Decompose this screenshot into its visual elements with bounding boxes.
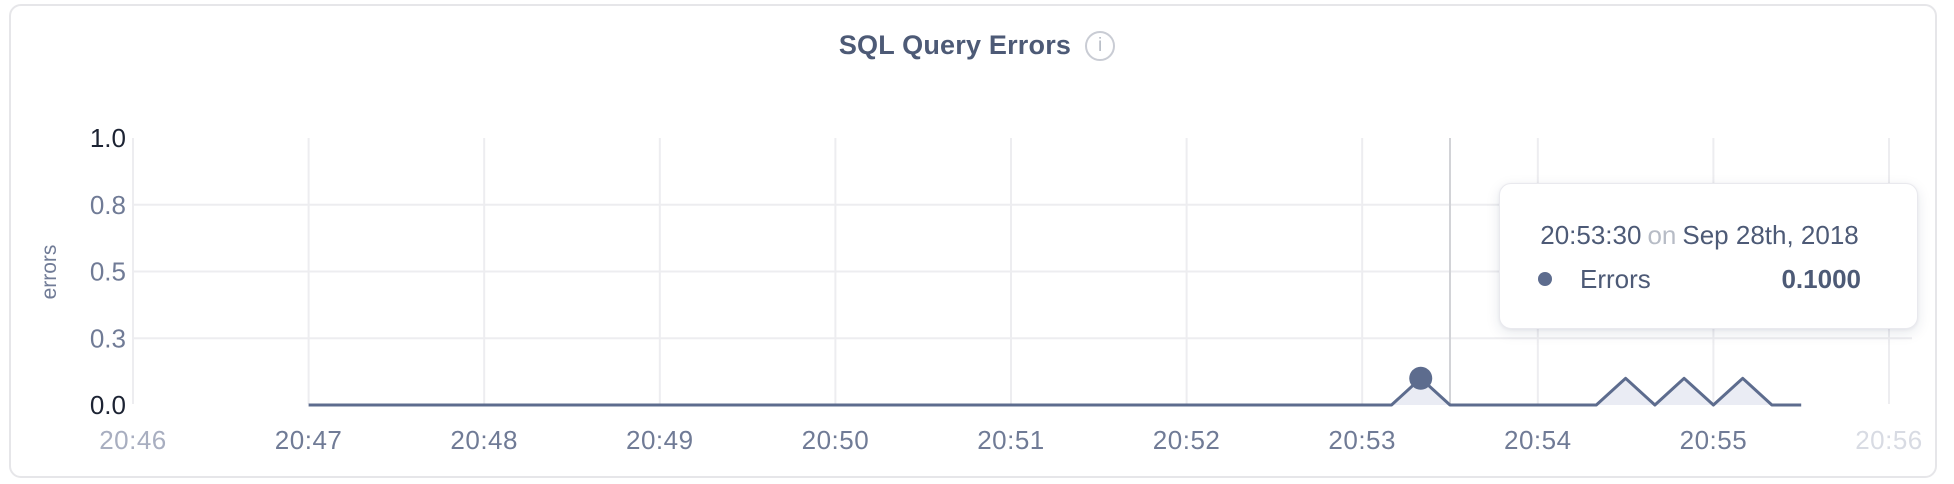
series-swatch-dot — [1538, 272, 1552, 286]
x-tick-label: 20:50 — [802, 425, 870, 455]
tooltip-timestamp: 20:53:30 on Sep 28th, 2018 — [1538, 220, 1861, 251]
tooltip-series-label: Errors — [1580, 263, 1651, 294]
x-tick-label: 20:52 — [1153, 425, 1221, 455]
x-tick-label: 20:51 — [977, 425, 1045, 455]
x-tick-label: 20:53 — [1328, 425, 1396, 455]
y-tick-label: 0.0 — [90, 390, 126, 420]
panel-header: SQL Query Errors i — [0, 30, 1954, 61]
y-axis-title: errors — [38, 245, 61, 300]
y-tick-label: 1.0 — [90, 123, 126, 153]
x-tick-label: 20:46 — [99, 425, 167, 455]
x-tick-label: 20:56 — [1855, 425, 1923, 455]
series-line — [308, 376, 1802, 407]
x-tick-label: 20:54 — [1504, 425, 1572, 455]
tooltip-series-row: Errors 0.1000 — [1538, 264, 1861, 295]
series-area-fill — [308, 378, 1802, 405]
y-tick-label: 0.8 — [90, 190, 126, 220]
x-tick-label: 20:47 — [275, 425, 343, 455]
tooltip-date: Sep 28th, 2018 — [1682, 219, 1859, 250]
tooltip-connector: on — [1647, 219, 1677, 250]
y-tick-label: 0.5 — [90, 257, 126, 287]
y-tick-label: 0.3 — [90, 323, 126, 353]
info-icon[interactable]: i — [1085, 30, 1116, 61]
x-tick-label: 20:48 — [450, 425, 518, 455]
tooltip-time: 20:53:30 — [1540, 219, 1642, 250]
tooltip-value: 0.1000 — [1781, 263, 1861, 294]
x-tick-label: 20:55 — [1680, 425, 1748, 455]
chart-title: SQL Query Errors — [838, 30, 1072, 60]
x-tick-label: 20:49 — [626, 425, 694, 455]
tooltip: 20:53:30 on Sep 28th, 2018 Errors 0.1000 — [1499, 183, 1918, 329]
hover-point-marker[interactable] — [1409, 366, 1433, 390]
